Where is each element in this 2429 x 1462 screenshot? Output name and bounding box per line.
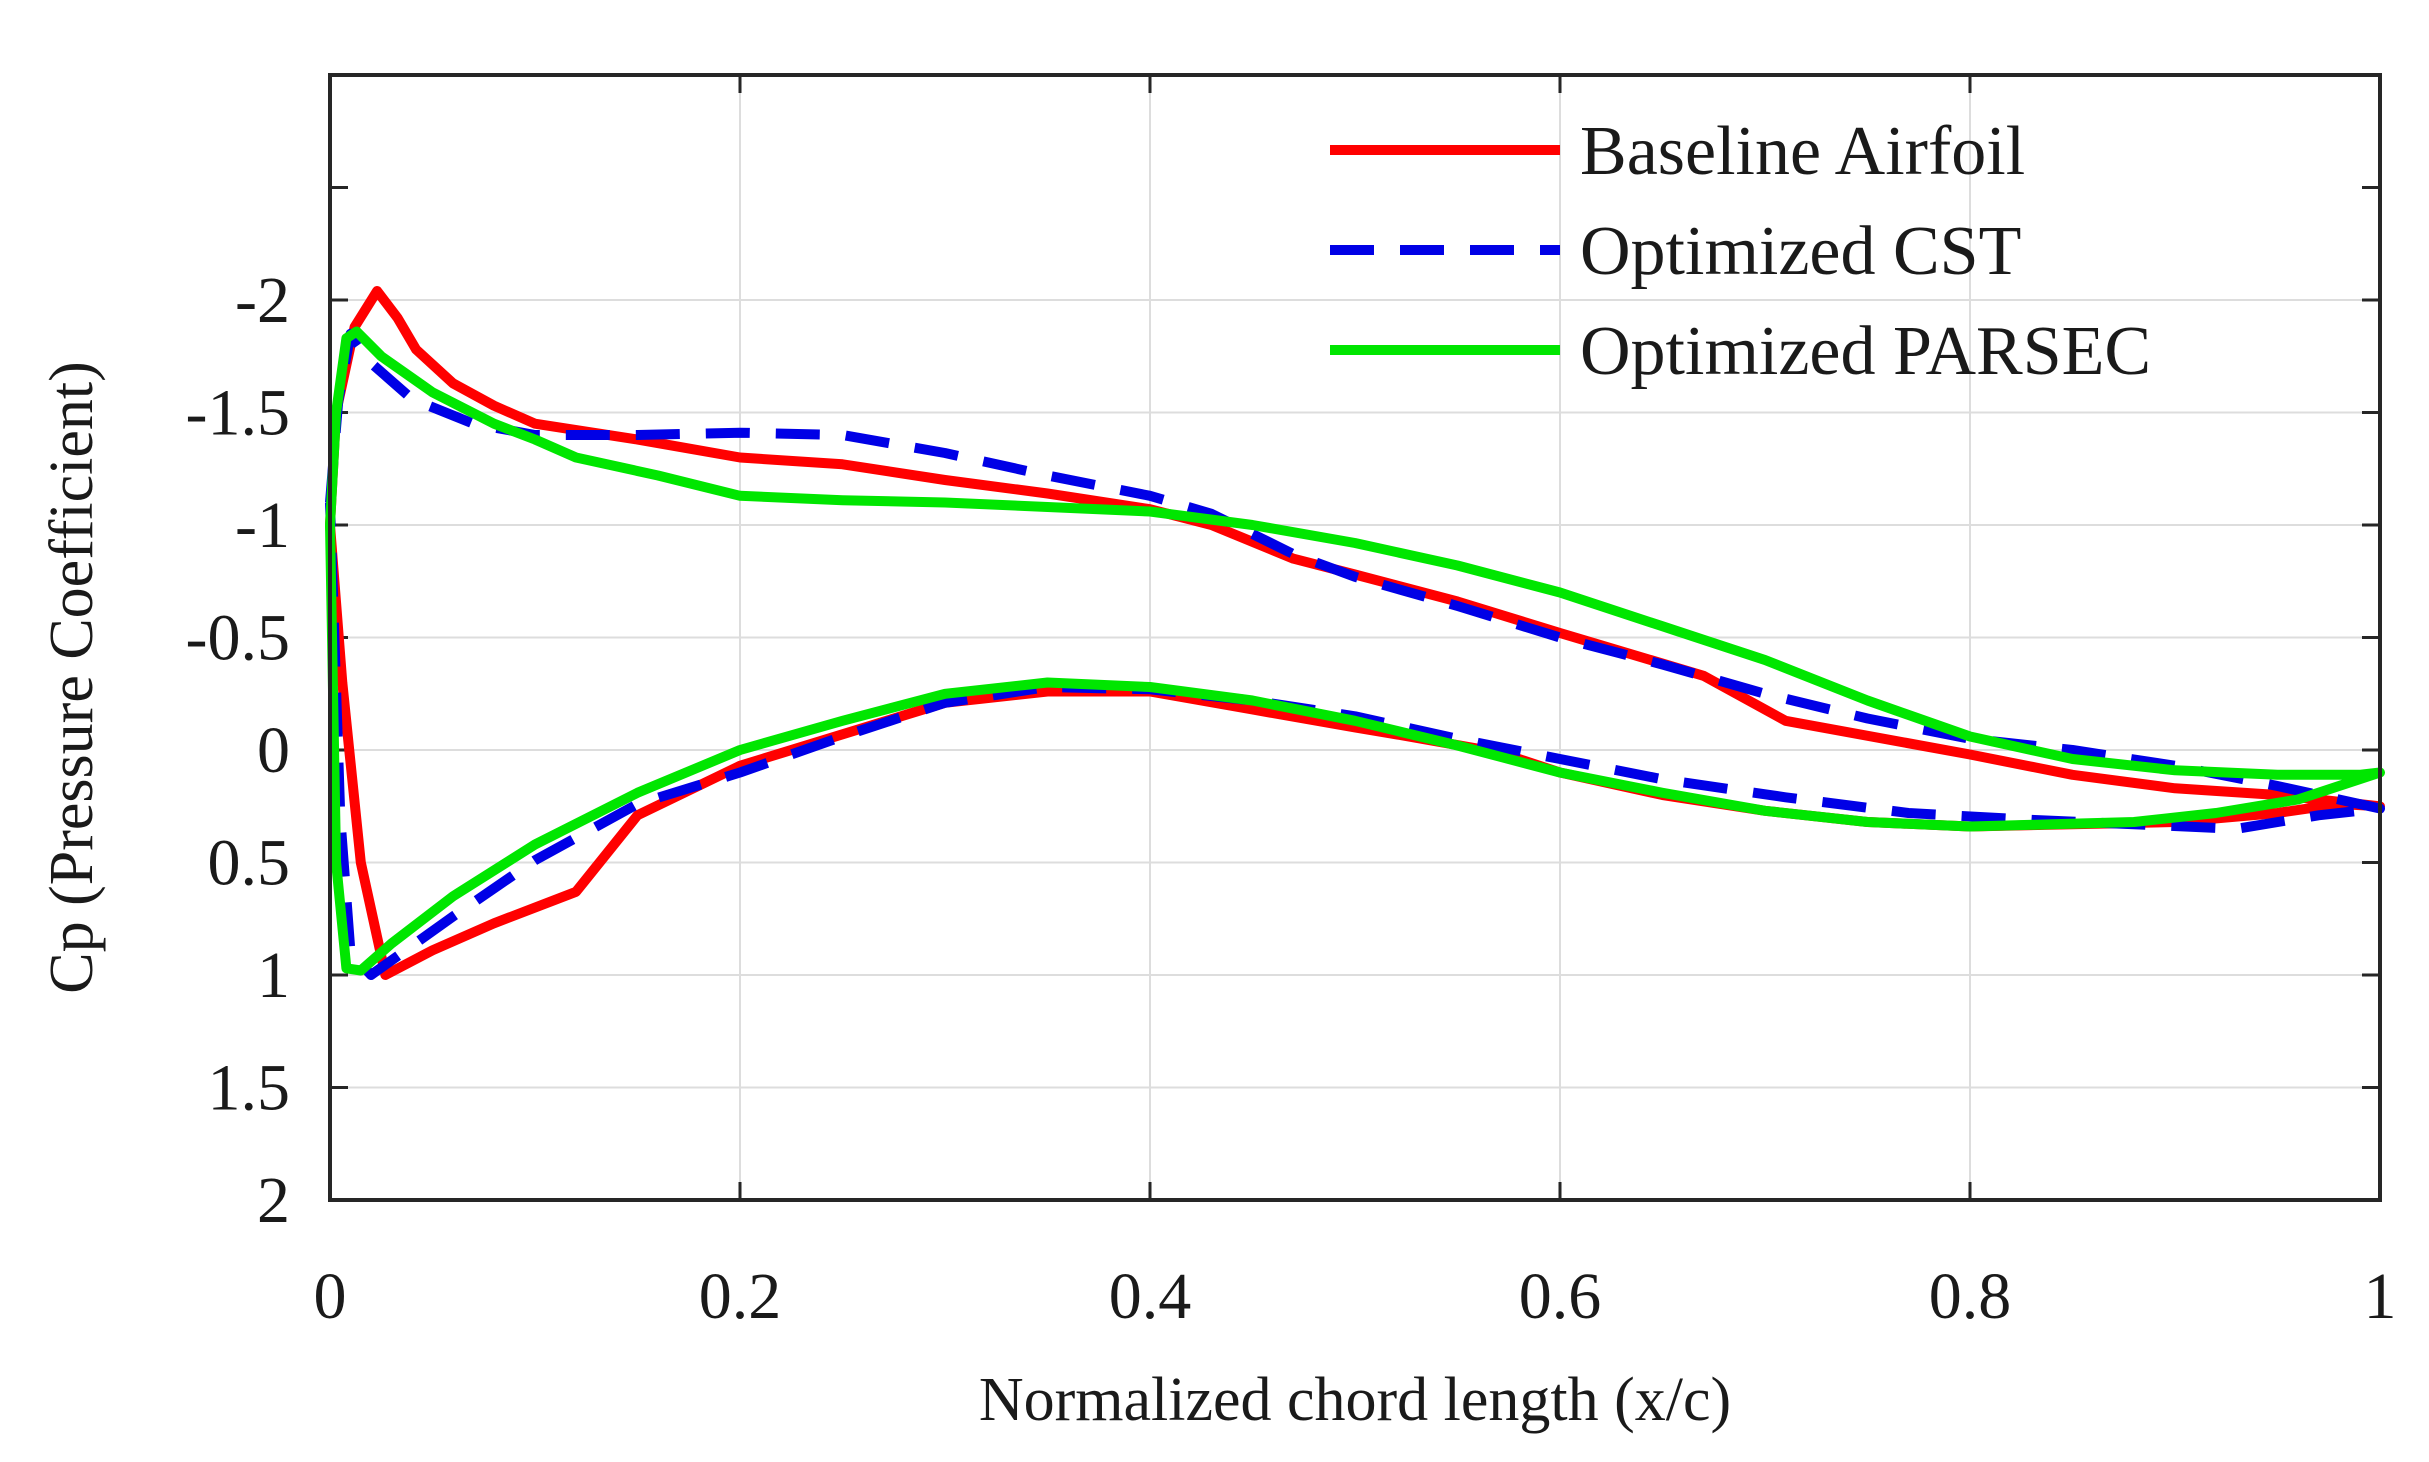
y-tick-label: 2 (257, 1164, 290, 1237)
x-tick-label: 0.2 (699, 1260, 782, 1333)
legend: Baseline Airfoil Optimized CST Optimized P… (1330, 113, 2151, 390)
y-tick-label: 1.5 (208, 1052, 291, 1125)
y-tick-label: -1 (235, 489, 290, 562)
x-tick-label: 0 (314, 1260, 347, 1333)
series-baseline-airfoil (325, 286, 2385, 980)
y-tick-label: -1.5 (186, 377, 290, 450)
y-tick-label: -2 (235, 264, 290, 337)
legend-label: Baseline Airfoil (1580, 113, 2025, 190)
plot-frame (328, 73, 2382, 1202)
y-tick-label: 0 (257, 714, 290, 787)
legend-label: Optimized CST (1580, 213, 2021, 290)
x-tick-label: 1 (2364, 1260, 2397, 1333)
x-tick-label: 0.4 (1109, 1260, 1192, 1333)
series-optimized-cst (325, 328, 2385, 980)
series-optimized-parsec (325, 326, 2385, 976)
tick-labels: 0 0.2 0.4 0.6 0.8 1 -2 -1.5 -1 -0.5 0 0.5 1 1.5 2 (186, 264, 2397, 1333)
grid (329, 75, 2381, 1201)
y-axis-label: Cp (Pressure Coefficient) (38, 361, 106, 993)
y-tick-label: 1 (257, 939, 290, 1012)
y-tick-label: -0.5 (186, 602, 290, 675)
y-tick-label: 0.5 (208, 827, 291, 900)
x-axis-label: Normalized chord length (x/c) (979, 1366, 1731, 1434)
x-tick-label: 0.6 (1519, 1260, 1602, 1333)
x-tick-label: 0.8 (1929, 1260, 2012, 1333)
series-lines (325, 286, 2385, 980)
legend-label: Optimized PARSEC (1580, 313, 2151, 390)
